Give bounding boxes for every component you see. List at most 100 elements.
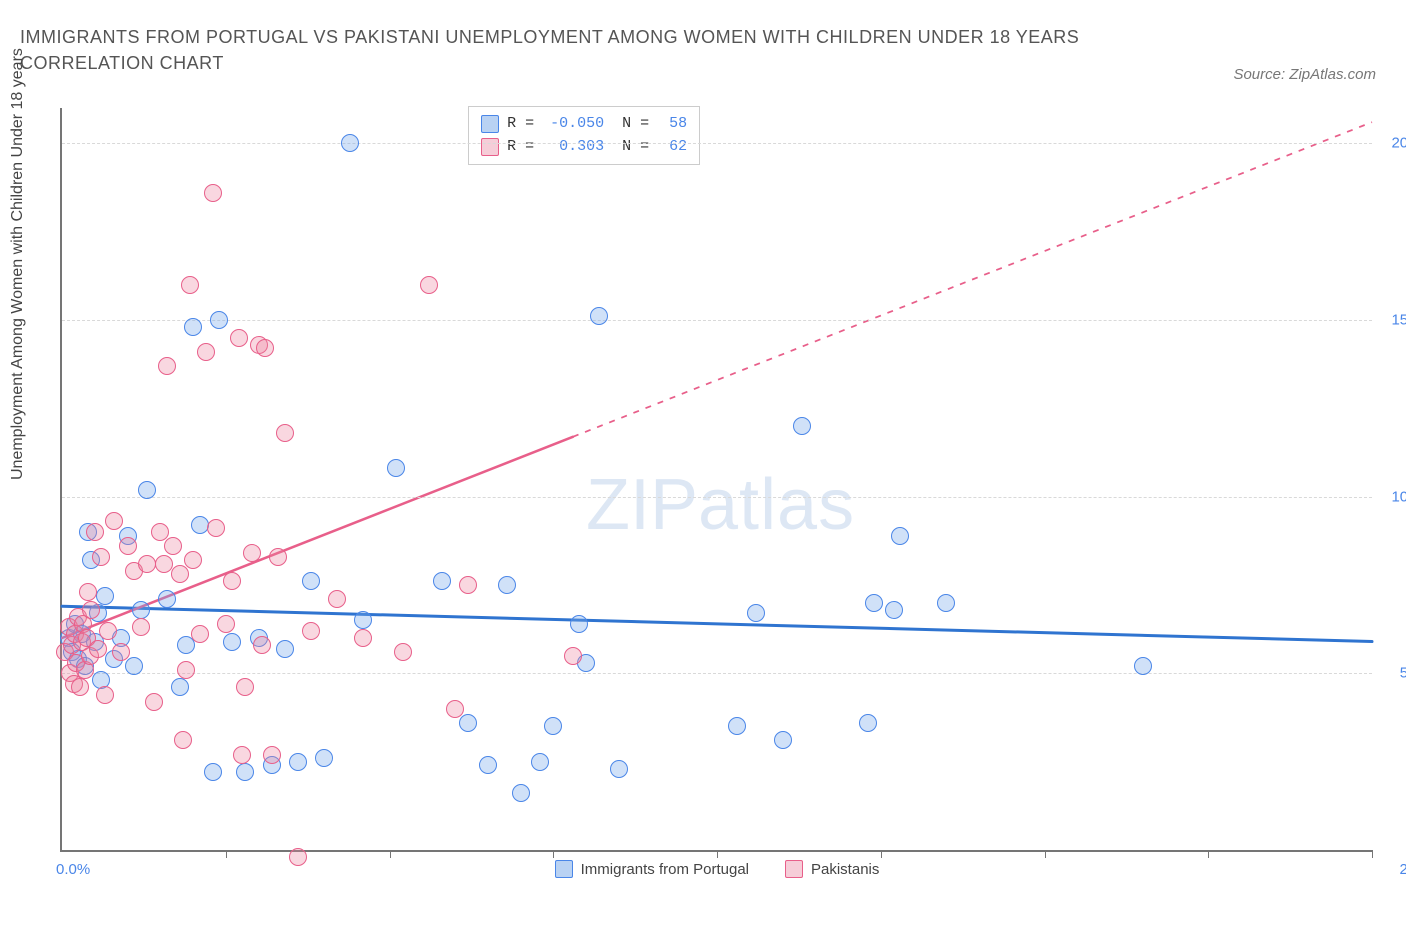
data-point <box>177 661 195 679</box>
data-point <box>610 760 628 778</box>
data-point <box>289 753 307 771</box>
legend-series-label: Immigrants from Portugal <box>581 861 749 878</box>
y-tick-label: 10.0% <box>1378 488 1406 505</box>
data-point <box>155 555 173 573</box>
x-tick <box>226 850 227 858</box>
data-point <box>420 276 438 294</box>
y-tick-label: 15.0% <box>1378 312 1406 329</box>
data-point <box>302 572 320 590</box>
data-point <box>728 717 746 735</box>
data-point <box>223 572 241 590</box>
x-axis-max-label: 20.0% <box>1399 861 1406 878</box>
data-point <box>204 184 222 202</box>
data-point <box>171 678 189 696</box>
data-point <box>105 512 123 530</box>
data-point <box>204 763 222 781</box>
data-point <box>354 629 372 647</box>
data-point <box>263 746 281 764</box>
data-point <box>564 647 582 665</box>
legend-correlation-row: R =-0.050N =58 <box>481 113 687 136</box>
data-point <box>498 576 516 594</box>
data-point <box>885 601 903 619</box>
data-point <box>184 318 202 336</box>
legend-n-value: 62 <box>657 136 687 159</box>
data-point <box>191 516 209 534</box>
data-point <box>191 625 209 643</box>
data-point <box>112 643 130 661</box>
data-point <box>570 615 588 633</box>
data-point <box>89 640 107 658</box>
data-point <box>82 601 100 619</box>
legend-n-label: N = <box>622 136 649 159</box>
data-point <box>479 756 497 774</box>
data-point <box>289 848 307 866</box>
legend-series-item: Pakistanis <box>785 860 879 878</box>
data-point <box>223 633 241 651</box>
legend-swatch <box>481 115 499 133</box>
data-point <box>544 717 562 735</box>
x-tick <box>881 850 882 858</box>
data-point <box>387 459 405 477</box>
data-point <box>512 784 530 802</box>
legend-series: Immigrants from Portugal Pakistanis <box>62 860 1372 878</box>
grid-line <box>62 497 1372 498</box>
data-point <box>184 551 202 569</box>
data-point <box>243 544 261 562</box>
x-tick <box>1372 850 1373 858</box>
y-tick-label: 20.0% <box>1378 135 1406 152</box>
legend-n-label: N = <box>622 113 649 136</box>
data-point <box>171 565 189 583</box>
data-point <box>236 763 254 781</box>
grid-line <box>62 143 1372 144</box>
data-point <box>446 700 464 718</box>
y-axis-label: Unemployment Among Women with Children U… <box>9 48 27 480</box>
grid-line <box>62 320 1372 321</box>
data-point <box>865 594 883 612</box>
data-point <box>132 618 150 636</box>
data-point <box>174 731 192 749</box>
data-point <box>256 339 274 357</box>
data-point <box>210 311 228 329</box>
x-axis-min-label: 0.0% <box>56 861 90 878</box>
data-point <box>207 519 225 537</box>
watermark: ZIPatlas <box>586 464 855 546</box>
data-point <box>197 343 215 361</box>
data-point <box>328 590 346 608</box>
legend-series-label: Pakistanis <box>811 861 879 878</box>
legend-r-value: -0.050 <box>542 113 604 136</box>
data-point <box>96 686 114 704</box>
data-point <box>79 583 97 601</box>
data-point <box>119 537 137 555</box>
x-tick <box>1045 850 1046 858</box>
data-point <box>793 417 811 435</box>
legend-series-item: Immigrants from Portugal <box>555 860 749 878</box>
legend-correlation-box: R =-0.050N =58R =0.303N =62 <box>468 106 700 165</box>
data-point <box>433 572 451 590</box>
data-point <box>138 481 156 499</box>
data-point <box>774 731 792 749</box>
data-point <box>276 640 294 658</box>
legend-swatch <box>785 860 803 878</box>
source-attribution: Source: ZipAtlas.com <box>1233 66 1376 83</box>
data-point <box>459 714 477 732</box>
data-point <box>125 657 143 675</box>
data-point <box>86 523 104 541</box>
watermark-bold: ZIP <box>586 465 698 545</box>
data-point <box>164 537 182 555</box>
data-point <box>230 329 248 347</box>
data-point <box>859 714 877 732</box>
data-point <box>891 527 909 545</box>
data-point <box>96 587 114 605</box>
x-tick <box>717 850 718 858</box>
data-point <box>1134 657 1152 675</box>
grid-line <box>62 673 1372 674</box>
trend-line-dashed <box>573 122 1372 437</box>
data-point <box>302 622 320 640</box>
data-point <box>531 753 549 771</box>
data-point <box>236 678 254 696</box>
data-point <box>99 622 117 640</box>
data-point <box>747 604 765 622</box>
data-point <box>92 548 110 566</box>
data-point <box>276 424 294 442</box>
legend-correlation-row: R =0.303N =62 <box>481 136 687 159</box>
